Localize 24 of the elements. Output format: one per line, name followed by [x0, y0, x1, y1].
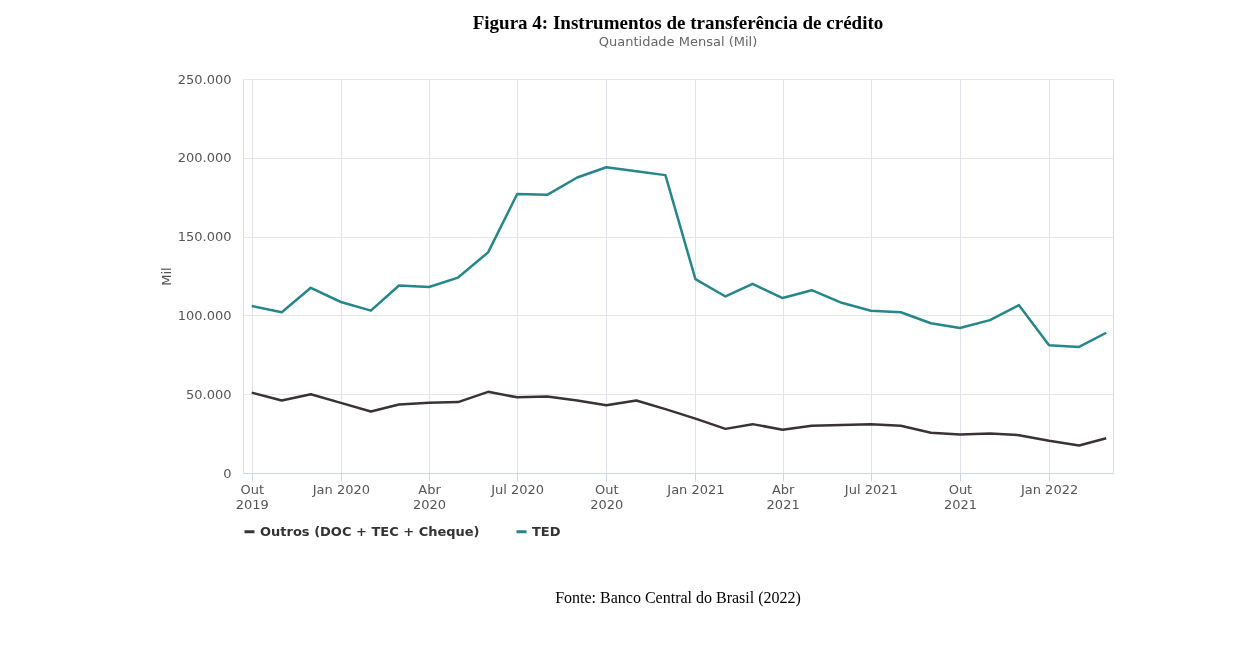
line-series: [250, 390, 1108, 447]
x-tick-label: Out 2019: [235, 481, 269, 512]
line-series: [250, 166, 1108, 349]
x-tick-label: Abr 2021: [766, 481, 800, 512]
x-tick-label: Out 2021: [943, 481, 977, 512]
legend-label: Outros (DOC + TEC + Cheque): [260, 523, 480, 539]
legend-label: TED: [532, 523, 561, 539]
x-tick-label: Jul 2020: [490, 481, 545, 497]
x-tick-label: Jan 2020: [311, 481, 370, 497]
x-tick-label: Jan 2022: [1019, 481, 1079, 497]
y-tick-label: 50.000: [186, 386, 232, 402]
y-tick-label: 250.000: [177, 71, 232, 87]
y-tick-label: 100.000: [177, 307, 232, 323]
y-tick-label: 200.000: [177, 150, 232, 166]
x-tick-label: Out 2020: [590, 481, 624, 512]
source-note: Fonte: Banco Central do Brasil (2022): [555, 589, 801, 607]
x-tick-label: Jul 2021: [843, 481, 898, 497]
y-tick-label: 0: [223, 465, 232, 481]
x-tick-label: Jan 2021: [666, 481, 725, 497]
chart-subtitle: Quantidade Mensal (Mil): [598, 34, 758, 49]
chart-title: Figura 4: Instrumentos de transferência de crédito: [472, 12, 884, 33]
y-axis-title: Mil: [158, 267, 174, 286]
x-tick-label: Abr 2020: [412, 481, 447, 512]
y-tick-label: 150.000: [177, 229, 232, 245]
